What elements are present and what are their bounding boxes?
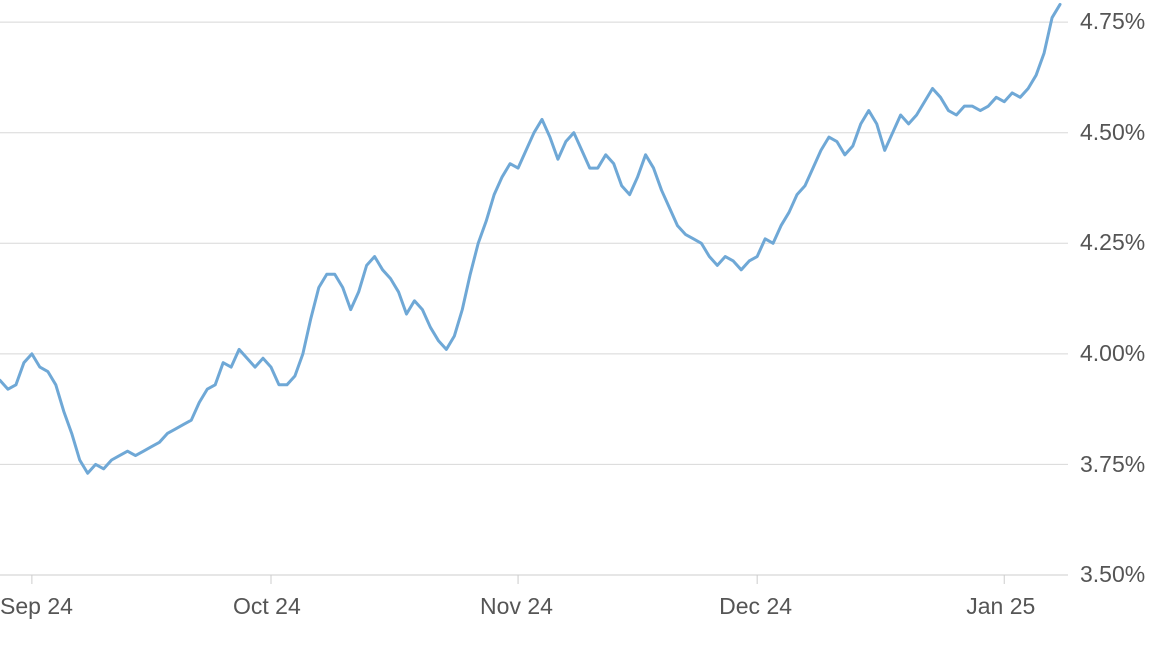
y-axis-label: 4.25% <box>1080 229 1145 256</box>
y-axis-label: 3.50% <box>1080 561 1145 588</box>
yield-line-chart: 3.50% 3.75% 4.00% 4.25% 4.50% 4.75% Sep 24 Oct… <box>0 0 1170 658</box>
data-series <box>0 4 1060 473</box>
x-axis-label: Oct 24 <box>233 593 301 620</box>
x-axis-ticks <box>32 575 1004 584</box>
grid-lines <box>0 22 1068 575</box>
x-axis-label: Jan 25 <box>966 593 1035 620</box>
x-axis-label: Nov 24 <box>480 593 553 620</box>
x-axis-label: Dec 24 <box>719 593 792 620</box>
series-line <box>0 4 1060 473</box>
y-axis-label: 4.50% <box>1080 119 1145 146</box>
y-axis-label: 4.75% <box>1080 8 1145 35</box>
y-axis-label: 3.75% <box>1080 451 1145 478</box>
chart-svg <box>0 0 1170 658</box>
x-axis-label: Sep 24 <box>0 593 73 620</box>
y-axis-label: 4.00% <box>1080 340 1145 367</box>
